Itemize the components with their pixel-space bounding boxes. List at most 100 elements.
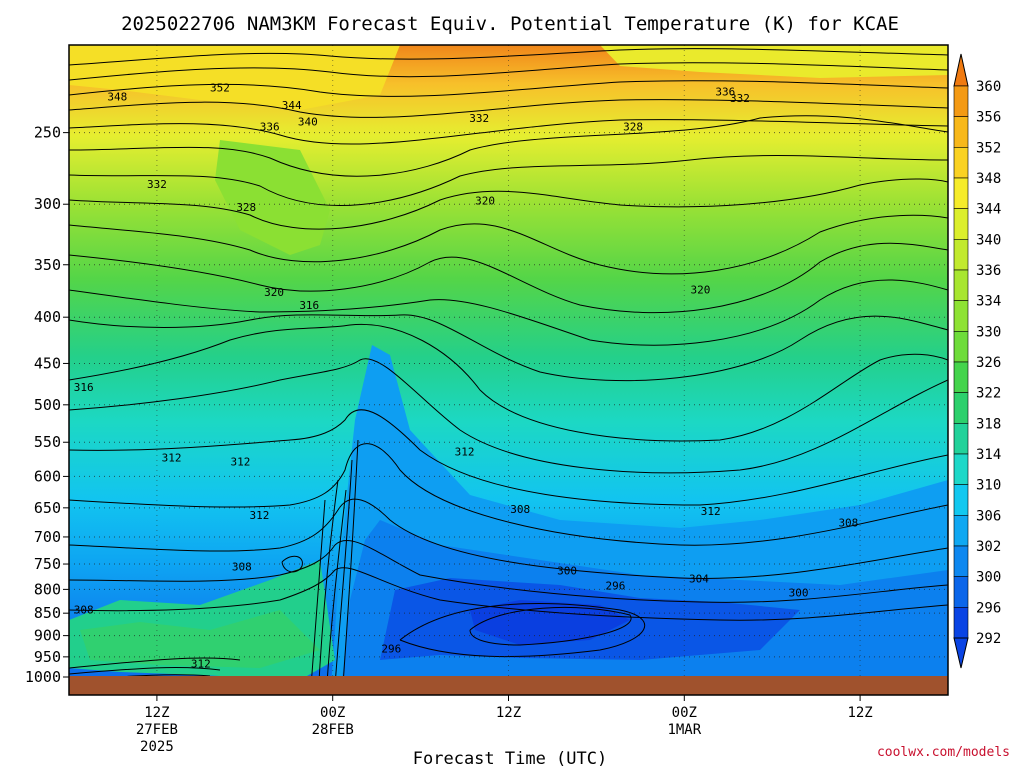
contour-label: 296 [606,579,626,592]
colorbar-label: 340 [976,232,1001,248]
y-tick-label: 350 [34,256,61,274]
contour-label: 312 [455,445,475,458]
colorbar-label: 310 [976,478,1001,494]
ground-strip [69,676,948,695]
contour-label: 320 [475,194,495,207]
colorbar-label: 356 [976,110,1001,126]
contour-label: 332 [147,178,167,191]
colorbar-swatch [953,147,969,179]
x-tick-label: 27FEB [136,722,178,738]
contour-label: 320 [264,286,284,299]
y-tick-label: 950 [34,648,61,666]
contour-line [69,279,948,346]
y-tick-label: 850 [34,604,61,622]
colorbar-swatch [953,300,969,332]
contour-label: 348 [107,90,127,103]
y-tick-label: 750 [34,555,61,573]
contour-label: 312 [191,657,211,670]
contour-label: 328 [236,201,256,214]
contour-label: 320 [690,284,710,297]
colorbar-label: 352 [976,140,1001,156]
contour-line [69,80,948,97]
x-tick-label: 00Z [320,705,345,721]
colorbar-label: 330 [976,324,1001,340]
colorbar-swatch [953,484,969,516]
contour-label: 312 [250,509,270,522]
colorbar-swatch [953,361,969,393]
x-tick-label: 12Z [144,705,169,721]
colorbar-label: 302 [976,539,1001,555]
colorbar-swatch [953,331,969,363]
contour-line [69,443,948,546]
contour-line [399,603,645,658]
contour-label: 340 [298,115,318,128]
colorbar-label: 318 [976,416,1001,432]
contour-label: 336 [260,120,280,133]
contour-label: 332 [469,112,489,125]
y-tick-label: 250 [34,124,61,142]
colorbar-label: 296 [976,600,1001,616]
y-tick-label: 500 [34,396,61,414]
y-tick-label: 550 [34,433,61,451]
contour-line [69,314,948,382]
y-tick-label: 450 [34,354,61,372]
contour-line [69,115,948,177]
colorbar-label: 306 [976,508,1001,524]
contour-label: 308 [510,503,530,516]
colorbar: 360 356 352 348 344 340 336 334 330 326 322 318 314 3… [953,53,1001,669]
x-tick-label: 00Z [672,705,697,721]
colorbar-swatch [953,269,969,301]
y-tick-label: 600 [34,467,61,485]
contour-line [69,323,948,442]
contour-line [469,606,632,646]
colorbar-label: 348 [976,171,1001,187]
contour-line [309,439,359,695]
colorbar-label: 360 [976,79,1001,95]
y-tick-label: 1000 [25,668,61,686]
x-axis-label: Forecast Time (UTC) [413,749,607,768]
contour-line [69,242,948,314]
colorbar-swatch [953,116,969,148]
y-tick-label: 650 [34,499,61,517]
contour-label: 312 [230,456,250,469]
colorbar-swatch [953,423,969,455]
x-tick-label: 2025 [140,739,174,755]
y-tick-label: 400 [34,308,61,326]
contour-label: 308 [838,517,858,530]
contour-line [69,567,948,621]
contour-label: 296 [381,643,401,656]
x-tick-label: 28FEB [312,722,354,738]
colorbar-label: 292 [976,631,1001,647]
contour-label: 308 [232,561,252,574]
contour-line [69,498,948,579]
colorbar-swatch [953,453,969,485]
contour-label: 344 [282,99,302,112]
colorbar-swatch [953,545,969,577]
y-tick-label: 300 [34,195,61,213]
contour-line [69,358,948,474]
contour-line [69,409,948,506]
colorbar-swatch [953,607,969,639]
x-tick-label: 12Z [847,705,872,721]
y-tick-label: 700 [34,528,61,546]
colorbar-swatch [953,239,969,271]
colorbar-swatch [953,177,969,209]
colorbar-label: 334 [976,294,1001,310]
colorbar-label: 326 [976,355,1001,371]
contour-labels: 3483523443403363323283363323323283203203… [74,82,859,671]
contour-label: 312 [162,452,182,465]
colorbar-label: 322 [976,386,1001,402]
x-tick-label: 1MAR [667,722,701,738]
colorbar-bottom-arrow [953,637,969,669]
contour-label: 304 [689,572,709,585]
colorbar-label: 314 [976,447,1001,463]
region-coldest-pool [470,600,630,645]
contour-label: 300 [789,586,809,599]
y-tick-label: 800 [34,580,61,598]
colorbar-swatch [953,392,969,424]
y-tick-label: 900 [34,627,61,645]
contour-line [69,214,948,275]
contour-label: 316 [74,381,94,394]
colorbar-swatch [953,208,969,240]
